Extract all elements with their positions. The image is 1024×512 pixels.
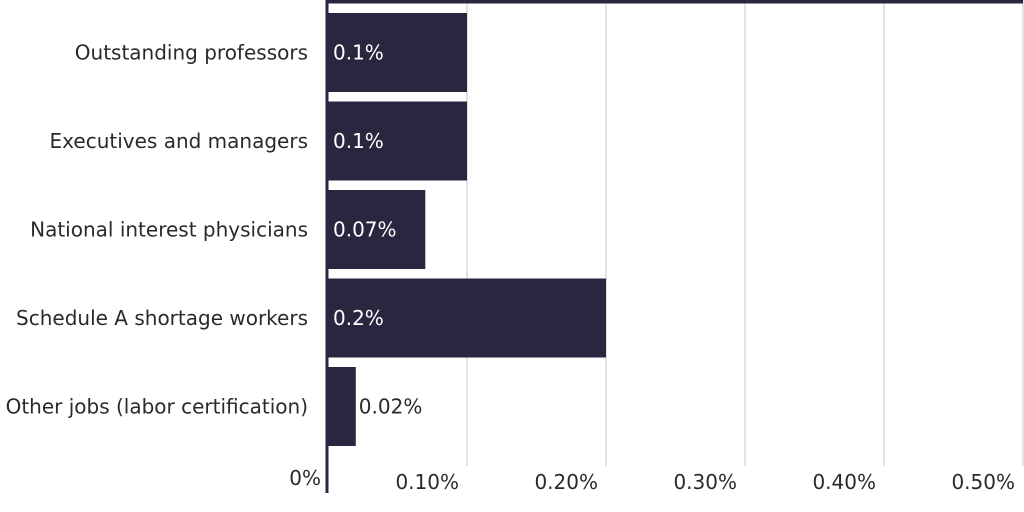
category-label: Outstanding professors [75,41,308,65]
category-label: Schedule A shortage workers [16,306,308,330]
bar [328,101,467,181]
bars [328,0,1023,446]
bar [328,13,467,92]
gridlines [466,0,1024,466]
x-tick-label: 0.10% [395,470,459,494]
value-label: 0.2% [333,306,384,330]
category-label: Executives and managers [50,129,308,153]
value-labels: 0.1% 0.1% 0.07% 0.2% 0.02% [333,41,422,419]
x-tick-label: 0.50% [951,470,1015,494]
bar [328,0,1023,4]
x-tick-label: 0% [289,466,321,490]
value-label: 0.02% [359,395,423,419]
value-label: 0.1% [333,129,384,153]
bar [328,278,606,358]
bar [328,367,356,446]
x-tick-label: 0.30% [673,470,737,494]
x-tick-label: 0.40% [812,470,876,494]
x-tick-labels: 0% 0.10% 0.20% 0.30% 0.40% 0.50% [289,466,1015,494]
category-label: National interest physicians [30,218,308,242]
bar [328,190,426,269]
x-tick-label: 0.20% [534,470,598,494]
category-label: Other jobs (labor certification) [6,395,308,419]
value-label: 0.07% [333,218,397,242]
category-labels: Outstanding professors Executives and man… [6,41,308,419]
value-label: 0.1% [333,41,384,65]
